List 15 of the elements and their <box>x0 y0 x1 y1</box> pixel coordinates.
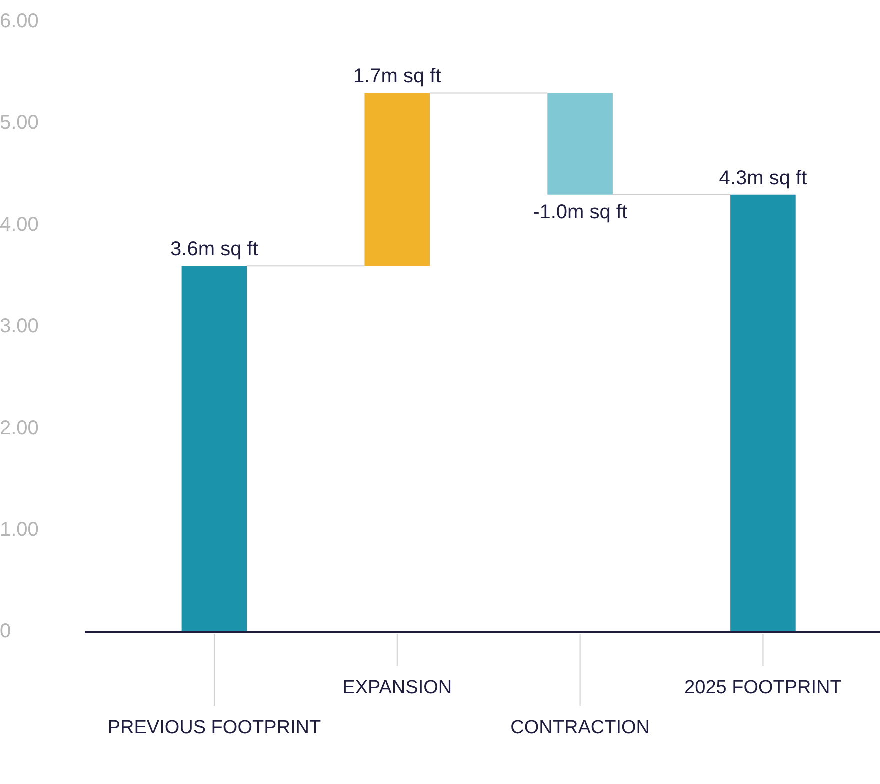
x-tick-label: 2025 FOOTPRINT <box>684 677 842 698</box>
x-tick-label: CONTRACTION <box>510 717 650 738</box>
x-tick-label: EXPANSION <box>342 677 452 698</box>
data-label: 4.3m sq ft <box>719 167 808 190</box>
y-tick-label: 0 <box>0 620 12 643</box>
y-tick-label: 6.00 <box>0 10 39 33</box>
data-label: -1.0m sq ft <box>533 201 628 224</box>
y-tick-label: 5.00 <box>0 112 39 134</box>
y-tick-label: 3.00 <box>0 316 39 338</box>
y-tick-label: 1.00 <box>0 519 39 542</box>
data-label: 1.7m sq ft <box>353 66 442 88</box>
x-tick-label: PREVIOUS FOOTPRINT <box>108 717 322 738</box>
y-tick-label: 2.00 <box>0 417 39 440</box>
y-tick-label: 4.00 <box>0 214 39 236</box>
data-label: 3.6m sq ft <box>170 238 259 261</box>
